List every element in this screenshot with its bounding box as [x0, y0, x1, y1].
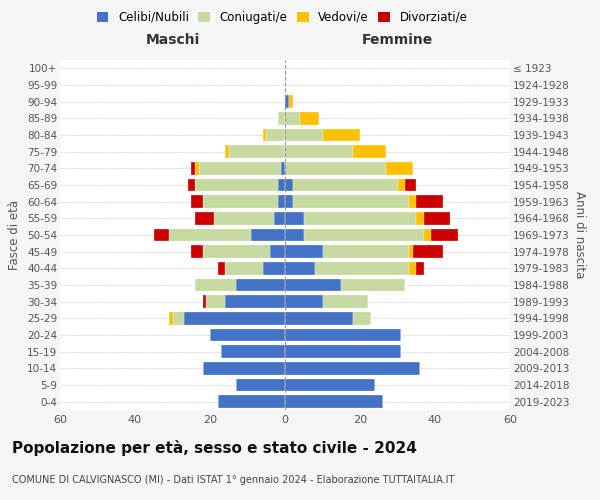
Bar — [409, 196, 416, 208]
Bar — [251, 229, 285, 241]
Bar — [424, 212, 450, 224]
Bar — [285, 96, 289, 108]
Bar — [293, 179, 398, 192]
Bar — [191, 196, 203, 208]
Bar — [169, 229, 251, 241]
Bar — [203, 296, 206, 308]
Bar — [285, 312, 353, 324]
Bar — [195, 162, 199, 174]
Bar — [195, 212, 214, 224]
Bar — [285, 229, 304, 241]
Bar — [285, 162, 386, 174]
Bar — [416, 196, 443, 208]
Bar — [169, 312, 173, 324]
Bar — [285, 329, 401, 341]
Bar — [191, 162, 195, 174]
Bar — [289, 96, 293, 108]
Bar — [398, 179, 405, 192]
Bar — [416, 212, 424, 224]
Bar — [413, 246, 443, 258]
Bar — [285, 362, 420, 374]
Bar — [323, 129, 360, 141]
Bar — [285, 146, 353, 158]
Bar — [409, 262, 416, 274]
Bar — [203, 246, 270, 258]
Bar — [184, 312, 285, 324]
Bar — [323, 296, 367, 308]
Bar — [229, 146, 285, 158]
Bar — [263, 129, 266, 141]
Bar — [225, 296, 285, 308]
Bar — [277, 179, 285, 192]
Bar — [277, 196, 285, 208]
Bar — [203, 362, 285, 374]
Bar — [416, 262, 424, 274]
Bar — [218, 396, 285, 408]
Bar — [285, 346, 401, 358]
Bar — [285, 212, 304, 224]
Bar — [323, 246, 409, 258]
Bar — [315, 262, 409, 274]
Bar — [293, 196, 409, 208]
Bar — [195, 179, 277, 192]
Bar — [236, 379, 285, 391]
Y-axis label: Anni di nascita: Anni di nascita — [573, 192, 586, 278]
Bar — [225, 146, 229, 158]
Bar — [409, 246, 413, 258]
Bar — [214, 212, 274, 224]
Bar — [386, 162, 413, 174]
Bar — [199, 162, 281, 174]
Bar — [353, 312, 371, 324]
Bar — [218, 262, 225, 274]
Bar — [285, 246, 323, 258]
Bar — [285, 279, 341, 291]
Bar — [300, 112, 319, 124]
Y-axis label: Fasce di età: Fasce di età — [8, 200, 22, 270]
Bar — [274, 212, 285, 224]
Bar — [405, 179, 416, 192]
Bar — [210, 329, 285, 341]
Bar — [195, 279, 236, 291]
Bar — [281, 162, 285, 174]
Bar — [285, 179, 293, 192]
Bar — [341, 279, 405, 291]
Bar — [285, 196, 293, 208]
Bar — [285, 296, 323, 308]
Bar — [304, 229, 424, 241]
Text: Femmine: Femmine — [362, 32, 433, 46]
Bar — [203, 196, 277, 208]
Bar — [173, 312, 184, 324]
Bar — [191, 246, 203, 258]
Bar — [424, 229, 431, 241]
Bar — [285, 262, 315, 274]
Bar — [225, 262, 263, 274]
Bar — [304, 212, 416, 224]
Bar — [277, 112, 285, 124]
Bar — [270, 246, 285, 258]
Bar — [206, 296, 225, 308]
Bar — [353, 146, 386, 158]
Bar — [285, 129, 323, 141]
Bar — [221, 346, 285, 358]
Bar — [285, 379, 375, 391]
Text: COMUNE DI CALVIGNASCO (MI) - Dati ISTAT 1° gennaio 2024 - Elaborazione TUTTAITAL: COMUNE DI CALVIGNASCO (MI) - Dati ISTAT … — [12, 475, 454, 485]
Bar — [154, 229, 169, 241]
Bar — [266, 129, 285, 141]
Bar — [285, 396, 383, 408]
Bar — [285, 112, 300, 124]
Text: Popolazione per età, sesso e stato civile - 2024: Popolazione per età, sesso e stato civil… — [12, 440, 417, 456]
Bar — [236, 279, 285, 291]
Text: Maschi: Maschi — [145, 32, 200, 46]
Bar — [187, 179, 195, 192]
Legend: Celibi/Nubili, Coniugati/e, Vedovi/e, Divorziati/e: Celibi/Nubili, Coniugati/e, Vedovi/e, Di… — [97, 11, 467, 24]
Bar — [263, 262, 285, 274]
Bar — [431, 229, 458, 241]
